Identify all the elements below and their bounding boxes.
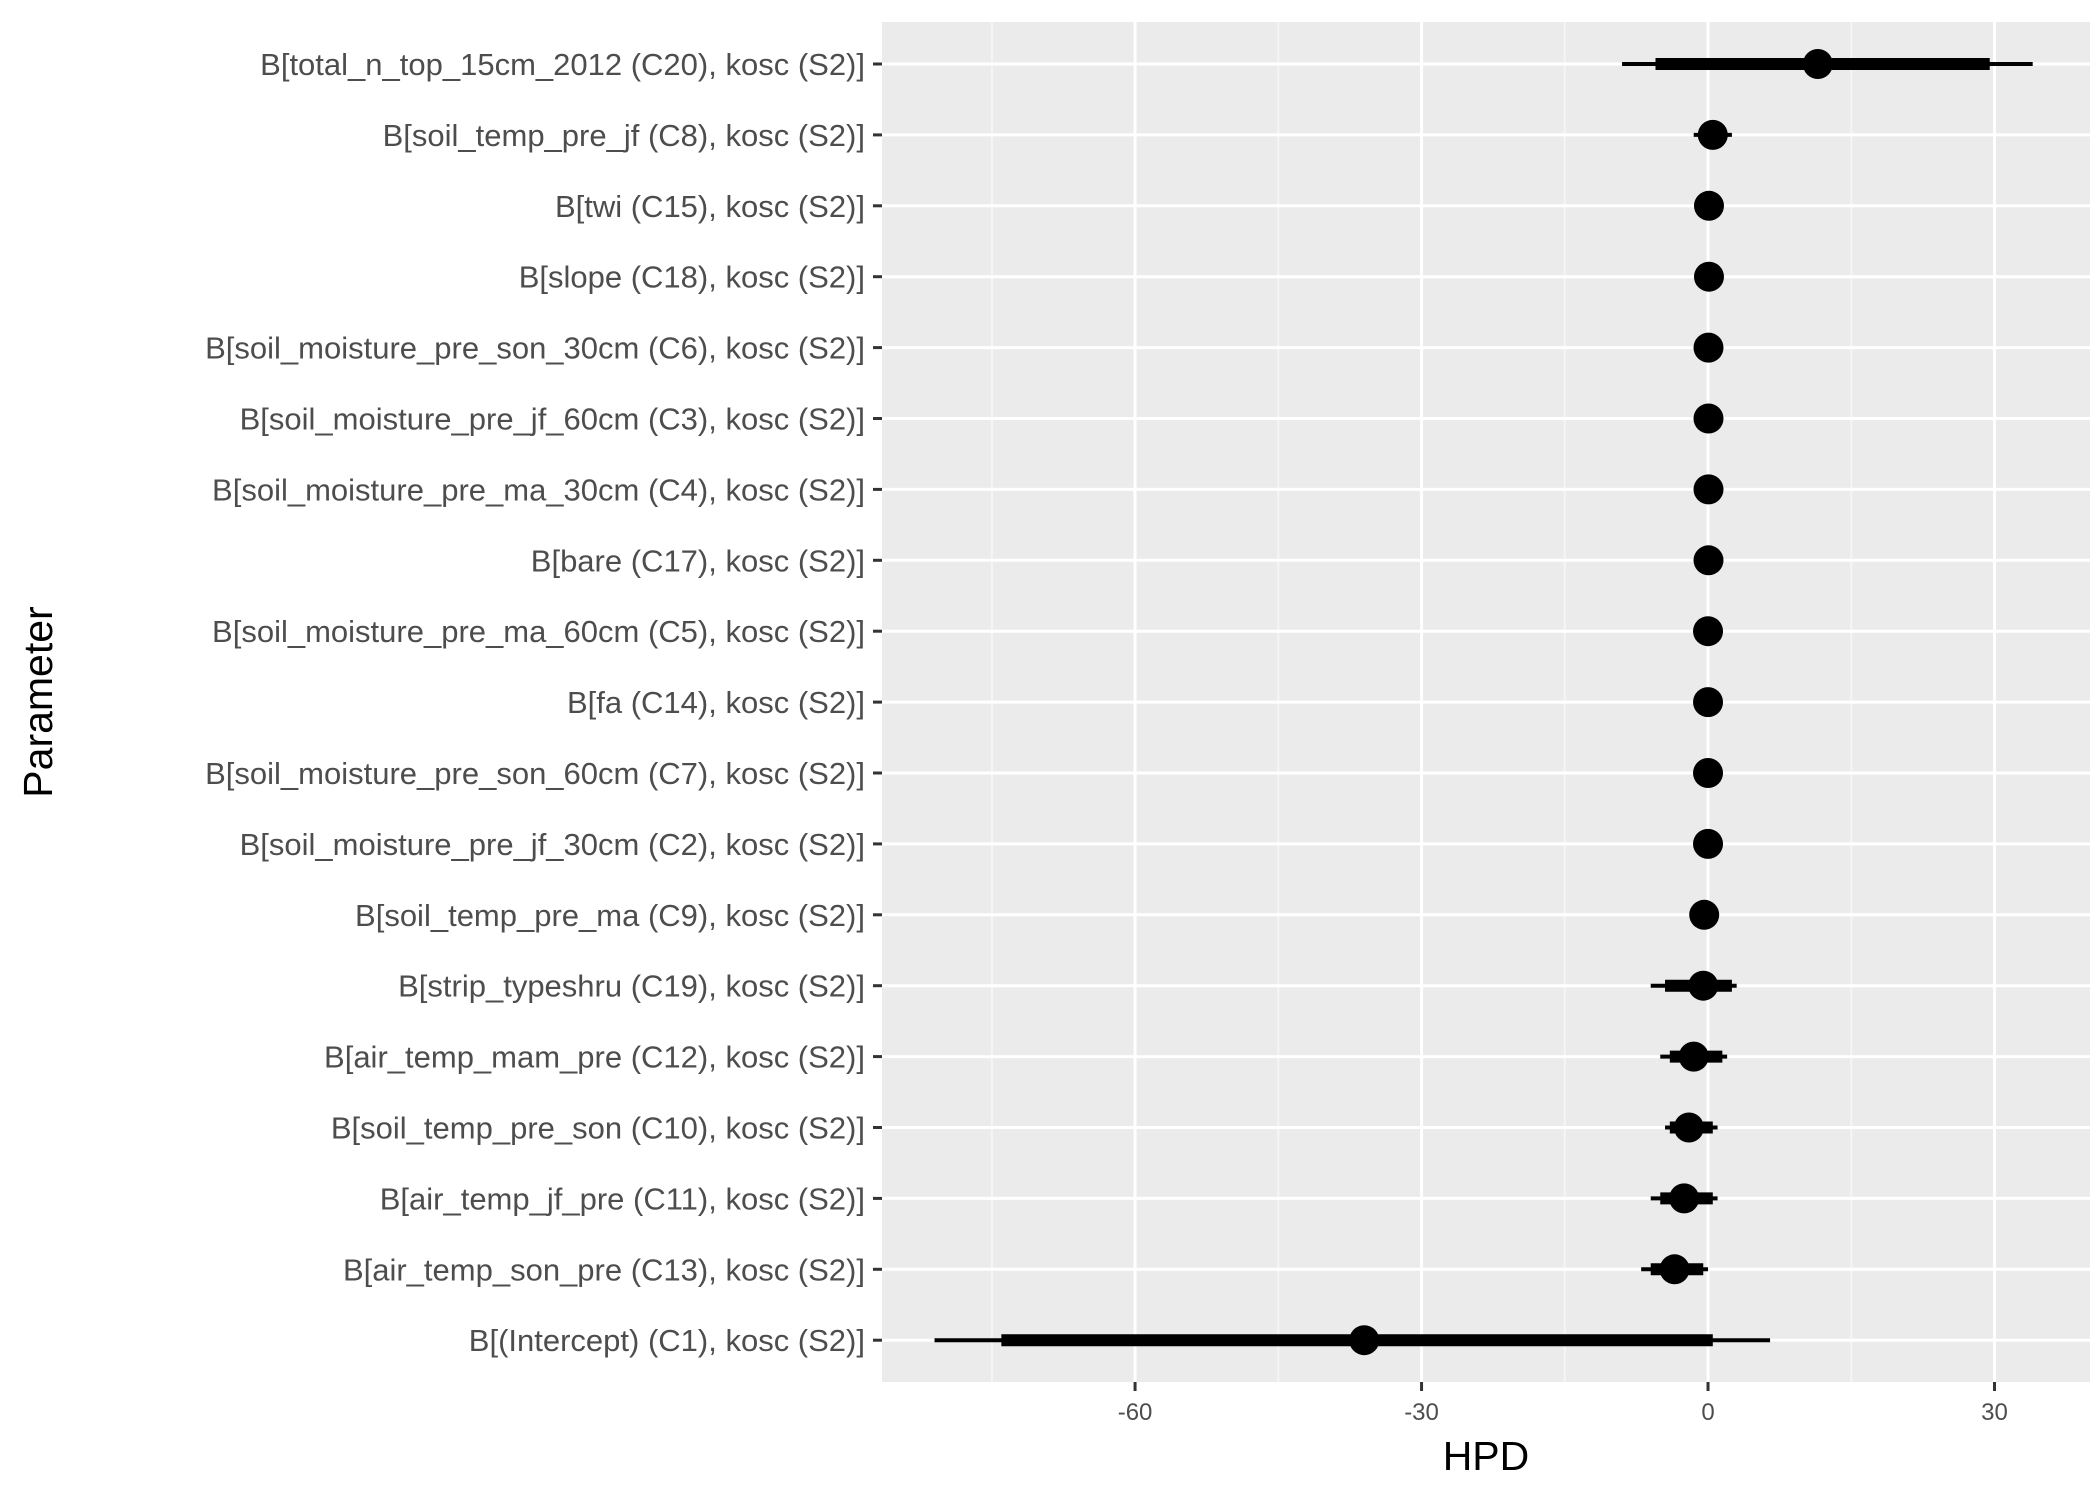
parameter-interval (1693, 687, 1724, 718)
median-point (1802, 49, 1833, 79)
y-tick-label: B[(Intercept) (C1), kosc (S2)] (469, 1323, 865, 1358)
parameter-interval (1660, 1041, 1728, 1072)
median-point (1349, 1325, 1380, 1356)
interval-marks (934, 49, 2033, 1356)
y-tick-label: B[soil_moisture_pre_son_30cm (C6), kosc … (205, 331, 865, 366)
median-point (1693, 616, 1724, 647)
y-tick-label: B[soil_moisture_pre_jf_30cm (C2), kosc (… (240, 827, 865, 862)
major-gridlines (882, 22, 2090, 1382)
parameter-interval (1693, 474, 1724, 505)
y-axis: B[total_n_top_15cm_2012 (C20), kosc (S2)… (205, 47, 882, 1358)
y-tick-label: B[soil_temp_pre_son (C10), kosc (S2)] (331, 1111, 865, 1146)
y-tick-label: B[soil_moisture_pre_ma_60cm (C5), kosc (… (212, 614, 865, 649)
median-point (1669, 1183, 1700, 1214)
parameter-interval (1650, 970, 1737, 1001)
parameter-interval (1641, 1254, 1709, 1285)
median-point (1693, 545, 1724, 576)
x-axis: -60 -30 0 30 (1118, 1382, 2008, 1426)
median-point (1693, 474, 1724, 505)
parameter-interval (1693, 261, 1724, 292)
y-tick-label: B[soil_moisture_pre_son_60cm (C7), kosc … (205, 756, 865, 791)
median-point (1678, 1041, 1709, 1072)
median-point (1689, 899, 1720, 930)
y-tick-label: B[twi (C15), kosc (S2)] (555, 189, 865, 224)
median-point (1659, 1254, 1690, 1285)
y-tick-label: B[bare (C17), kosc (S2)] (531, 543, 865, 578)
parameter-interval (1693, 828, 1724, 859)
parameter-interval (1693, 403, 1724, 434)
x-axis-title: HPD (1443, 1433, 1530, 1479)
x-tick-label: -60 (1118, 1399, 1153, 1426)
median-point (1693, 261, 1724, 292)
median-point (1693, 828, 1724, 859)
parameter-interval (1689, 899, 1720, 930)
parameter-interval (1693, 758, 1724, 788)
parameter-interval (1693, 119, 1732, 150)
y-tick-label: B[soil_moisture_pre_jf_60cm (C3), kosc (… (240, 402, 865, 437)
y-tick-label: B[strip_typeshru (C19), kosc (S2)] (398, 969, 865, 1004)
x-tick-label: 30 (1981, 1399, 2008, 1426)
y-tick-label: B[soil_temp_pre_ma (C9), kosc (S2)] (355, 898, 865, 933)
parameter-interval (1650, 1183, 1718, 1214)
parameter-interval (1693, 190, 1724, 221)
parameter-interval (1693, 332, 1724, 363)
median-point (1693, 687, 1724, 718)
median-point (1693, 190, 1724, 221)
y-tick-label: B[soil_temp_pre_jf (C8), kosc (S2)] (383, 118, 865, 153)
parameter-interval (1693, 616, 1724, 647)
parameter-interval (1693, 545, 1724, 576)
y-tick-label: B[soil_moisture_pre_ma_30cm (C4), kosc (… (212, 472, 865, 507)
x-tick-label: 0 (1701, 1399, 1714, 1426)
y-tick-label: B[air_temp_jf_pre (C11), kosc (S2)] (380, 1181, 865, 1216)
median-point (1693, 758, 1724, 788)
median-point (1697, 119, 1728, 150)
median-point (1693, 332, 1724, 363)
y-tick-label: B[total_n_top_15cm_2012 (C20), kosc (S2)… (260, 47, 865, 82)
y-tick-label: B[air_temp_son_pre (C13), kosc (S2)] (343, 1252, 865, 1287)
parameter-interval (1665, 1112, 1718, 1143)
parameter-interval (934, 1325, 1771, 1356)
y-axis-title: Parameter (15, 606, 61, 797)
median-point (1693, 403, 1724, 434)
median-point (1673, 1112, 1704, 1143)
parameter-interval (1622, 49, 2033, 79)
y-tick-label: B[air_temp_mam_pre (C12), kosc (S2)] (324, 1040, 865, 1075)
y-tick-label: B[slope (C18), kosc (S2)] (519, 260, 865, 295)
y-tick-label: B[fa (C14), kosc (S2)] (567, 685, 865, 720)
median-point (1688, 970, 1719, 1001)
x-tick-label: -30 (1404, 1399, 1439, 1426)
